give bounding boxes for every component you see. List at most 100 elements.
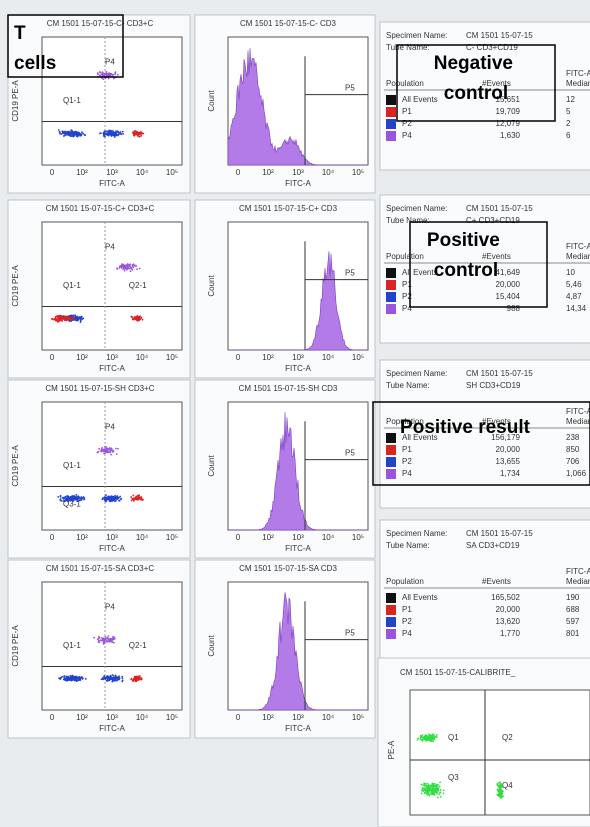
swatch: [386, 605, 396, 615]
dot: [116, 497, 119, 500]
median-cell: 190: [566, 593, 580, 602]
dot: [427, 789, 430, 791]
dot: [57, 496, 60, 498]
events-cell: 165,502: [491, 593, 520, 602]
dot: [70, 130, 73, 133]
dot: [82, 317, 85, 320]
x-tick-label: 10⁴: [322, 533, 335, 542]
dot: [138, 135, 141, 138]
population-name: P1: [402, 107, 412, 116]
dot: [497, 782, 500, 784]
x-axis-label: FITC-A: [99, 544, 125, 553]
dot: [433, 735, 436, 737]
dot: [115, 453, 118, 455]
x-axis-label: FITC-A: [99, 724, 125, 733]
dot: [63, 318, 66, 320]
dot: [64, 317, 67, 320]
dot: [67, 315, 69, 318]
x-tick-label: 10²: [262, 533, 274, 542]
swatch: [386, 304, 396, 314]
column-header: Population: [386, 252, 424, 261]
dot: [117, 133, 120, 136]
dot: [118, 499, 121, 502]
dot-title: CM 1501 15-07-15-C+ CD3+C: [46, 204, 155, 213]
column-header: #Events: [482, 79, 511, 88]
dot: [71, 676, 73, 679]
annotation-box: [409, 221, 548, 308]
tube-value: C+ CD3+CD19: [466, 216, 520, 225]
dot: [496, 789, 499, 791]
dot: [74, 498, 77, 501]
x-tick-label: 10⁴: [322, 168, 335, 177]
events-cell: 988: [507, 304, 521, 313]
dot: [111, 73, 113, 76]
dot: [103, 131, 106, 134]
dot: [68, 130, 71, 133]
dot: [438, 785, 441, 788]
gate-label: Q1-1: [63, 461, 81, 470]
dot: [72, 135, 75, 138]
events-cell: 15,651: [496, 95, 521, 104]
annotation-box: [396, 44, 556, 122]
dot: [106, 130, 109, 133]
tube-value: SH CD3+CD19: [466, 381, 521, 390]
swatch: [386, 617, 396, 627]
dot: [105, 497, 108, 500]
dot: [133, 678, 136, 681]
dot: [112, 674, 115, 677]
x-axis-label: FITC-A: [285, 179, 311, 188]
dot: [437, 790, 439, 792]
dot: [114, 500, 117, 502]
dot: [77, 677, 80, 680]
dot: [426, 782, 429, 785]
x-tick-label: 10³: [292, 353, 304, 362]
dot: [69, 132, 71, 135]
dot: [57, 129, 60, 131]
dot: [64, 133, 67, 136]
dot: [434, 784, 437, 787]
dot: [425, 735, 427, 737]
tube-label: Tube Name:: [386, 216, 430, 225]
dot: [74, 314, 77, 317]
median-cell: 597: [566, 617, 580, 626]
dot: [75, 493, 78, 496]
dot: [419, 734, 422, 737]
dot: [138, 497, 141, 500]
dot: [118, 675, 120, 678]
dot: [109, 496, 112, 498]
dot: [122, 265, 125, 268]
dot: [107, 77, 110, 80]
column-header: Median: [566, 577, 590, 586]
median-cell: 6: [566, 131, 571, 140]
calibrite-title: CM 1501 15-07-15-CALIBRITE_: [400, 668, 516, 677]
dot: [117, 447, 119, 450]
dot: [116, 679, 119, 681]
panel: [379, 359, 590, 509]
x-tick-label: 10⁴: [136, 353, 149, 362]
median-cell: 12: [566, 95, 575, 104]
histogram-shape: [228, 251, 369, 351]
median-cell: 1,066: [566, 469, 587, 478]
hist-title: CM 1501 15-07-15-C+ CD3: [239, 204, 338, 213]
dot: [98, 641, 101, 644]
x-axis-label: FITC-A: [285, 724, 311, 733]
dot: [114, 73, 116, 76]
dot: [129, 266, 132, 269]
dot: [421, 733, 424, 736]
dot: [98, 447, 101, 450]
dot: [72, 132, 75, 135]
dot: [67, 498, 70, 500]
dot: [121, 677, 124, 680]
dot: [122, 132, 124, 135]
x-tick-label: 10²: [76, 713, 88, 722]
dot: [136, 134, 139, 137]
dot: [102, 78, 105, 81]
dot: [438, 793, 441, 796]
dot: [74, 131, 76, 134]
dot: [108, 129, 111, 132]
dot: [424, 788, 427, 791]
dot: [134, 318, 137, 321]
dot: [121, 263, 123, 266]
panel: [379, 519, 590, 669]
dot: [117, 676, 119, 679]
